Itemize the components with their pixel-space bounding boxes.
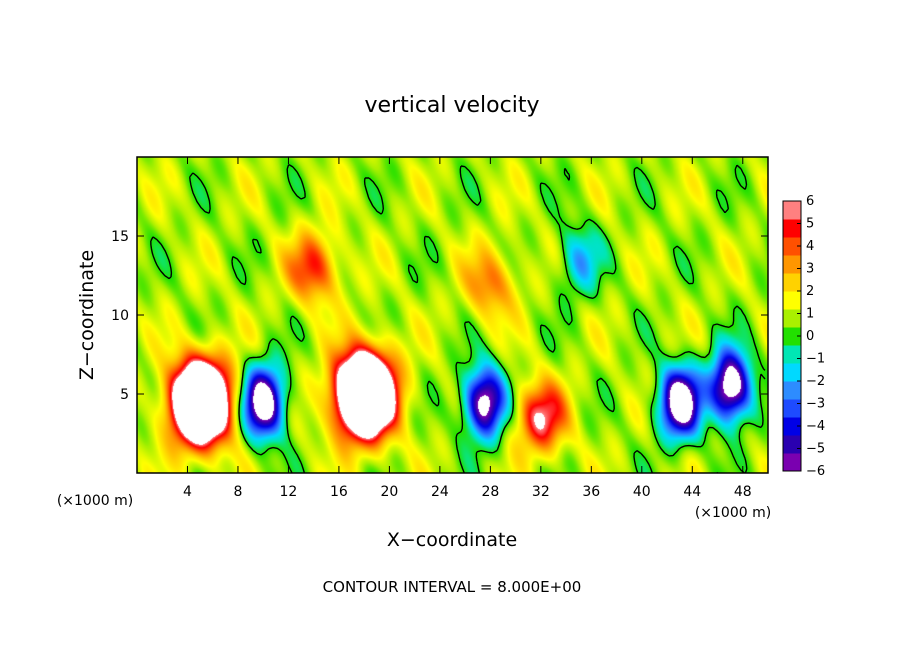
zero-contours [150,164,766,474]
x-tick-label: 36 [582,484,600,500]
y-tick-label: 15 [111,229,129,245]
colorbar-tick-label: −5 [806,442,825,457]
colorbar-swatch [783,273,801,292]
y-tick-label: 10 [111,308,129,324]
zero-contour-line [150,164,766,474]
contour-interval-note: CONTOUR INTERVAL = 8.000E+00 [323,578,582,596]
colorbar-tick-label: −3 [806,397,825,412]
colorbar-swatch [783,363,801,382]
colorbar-tick-label: 2 [806,284,814,299]
x-tick-label: 8 [233,484,242,500]
colorbar-swatch [783,453,801,472]
colorbar-tick-label: −6 [806,464,825,479]
x-axis-unit: (×1000 m) [695,505,771,521]
x-axis-ticks: 4 8 12 16 20 24 28 32 36 40 44 48 [183,157,752,500]
colorbar-tick-label: −4 [806,419,825,434]
x-tick-label: 32 [532,484,550,500]
x-tick-label: 4 [183,484,192,500]
colorbar-swatch [783,399,801,418]
y-tick-label: 5 [120,387,129,403]
x-tick-label: 40 [633,484,651,500]
colorbar-swatch [783,381,801,400]
x-tick-label: 28 [481,484,499,500]
colorbar-swatch [783,291,801,310]
x-tick-label: 20 [380,484,398,500]
colorbar-swatch [783,309,801,328]
colorbar-swatch [783,435,801,454]
colorbar-swatch [783,219,801,238]
colorbar-swatch [783,327,801,346]
colorbar-tick-label: 6 [806,194,814,209]
x-tick-label: 44 [683,484,701,500]
colorbar-tick-label: 3 [806,262,814,277]
colorbar-tick-label: −1 [806,352,825,367]
colorbar-tick-label: −2 [806,374,825,389]
colorbar-swatch [783,417,801,436]
heatmap-field [137,157,768,473]
colorbar-swatch [783,345,801,364]
colorbar-tick-label: 4 [806,239,814,254]
colorbar-swatch [783,237,801,256]
colorbar: 6 5 4 3 2 1 0 −1 −2 −3 −4 −5 −6 [782,194,825,479]
x-axis-label: X−coordinate [387,529,517,551]
y-axis-ticks: 5 10 15 [111,229,768,403]
x-tick-label: 24 [431,484,449,500]
colorbar-swatch [783,255,801,274]
x-tick-label: 48 [734,484,752,500]
colorbar-tick-label: 0 [806,329,814,344]
x-tick-label: 16 [330,484,348,500]
colorbar-swatch [783,201,801,220]
y-axis-unit: (×1000 m) [57,493,133,509]
colorbar-tick-label: 5 [806,217,814,232]
x-tick-label: 12 [280,484,298,500]
chart-title: vertical velocity [364,93,539,118]
colorbar-tick-label: 1 [806,307,814,322]
y-axis-label: Z−coordinate [76,250,98,380]
plot-area [136,156,769,474]
